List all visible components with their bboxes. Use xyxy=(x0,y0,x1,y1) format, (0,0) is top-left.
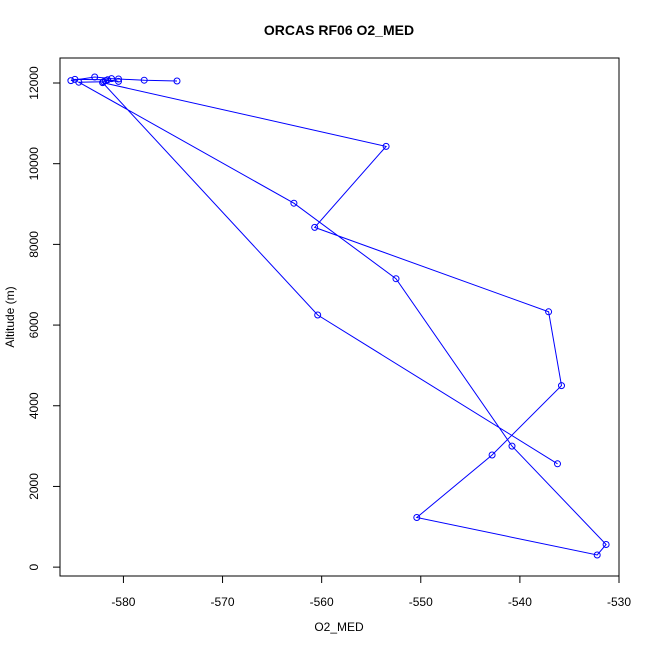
y-axis: 0 2000 4000 6000 8000 10000 12000 xyxy=(27,66,61,570)
data-point xyxy=(108,75,115,83)
y-tick-label: 10000 xyxy=(27,147,41,181)
data-point xyxy=(91,73,99,81)
y-tick-label: 2000 xyxy=(27,473,41,500)
data-point xyxy=(115,75,122,83)
series-line xyxy=(70,76,607,556)
y-tick-label: 6000 xyxy=(27,311,41,338)
data-point xyxy=(99,79,107,87)
data-point xyxy=(558,382,565,390)
chart-title: ORCAS RF06 O2_MED xyxy=(264,22,414,38)
y-tick-label: 8000 xyxy=(27,231,41,258)
data-point xyxy=(392,275,400,283)
data-point xyxy=(602,541,610,548)
data-point xyxy=(100,78,108,86)
x-axis: -580 -570 -560 -550 -540 -530 xyxy=(111,575,631,609)
data-point xyxy=(115,77,122,85)
data-point xyxy=(508,442,516,450)
data-point xyxy=(545,308,553,316)
x-tick-label: -580 xyxy=(111,595,135,609)
x-tick-label: -570 xyxy=(211,595,235,609)
x-tick-label: -560 xyxy=(310,595,334,609)
data-point xyxy=(75,78,83,86)
x-tick-label: -550 xyxy=(409,595,433,609)
y-tick-label: 0 xyxy=(27,563,41,570)
x-axis-label: O2_MED xyxy=(314,620,364,634)
y-tick-label: 4000 xyxy=(27,392,41,419)
x-tick-label: -530 xyxy=(607,595,631,609)
data-point xyxy=(311,223,319,231)
y-axis-label: Altitude (m) xyxy=(3,286,17,347)
data-point xyxy=(140,76,148,84)
y-tick-label: 12000 xyxy=(27,66,41,100)
data-point xyxy=(488,451,496,459)
data-point xyxy=(67,77,75,85)
data-point xyxy=(593,551,601,559)
data-point xyxy=(314,311,322,319)
data-point xyxy=(382,142,390,150)
data-point xyxy=(290,199,298,207)
x-tick-label: -540 xyxy=(508,595,532,609)
data-points xyxy=(67,73,610,559)
data-point xyxy=(413,514,421,521)
data-point xyxy=(173,77,181,85)
data-point xyxy=(554,460,561,468)
